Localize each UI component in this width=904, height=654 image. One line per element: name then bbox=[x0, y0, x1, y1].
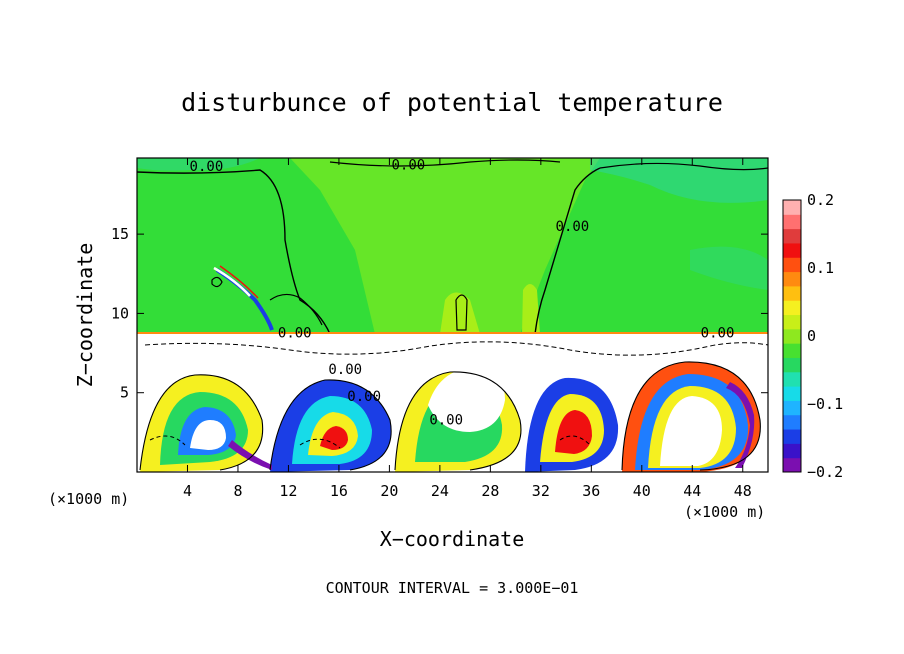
x-tick-label: 12 bbox=[279, 482, 297, 500]
bright-streak bbox=[522, 284, 540, 334]
colorbar-swatch bbox=[783, 414, 801, 430]
x-tick-label: 48 bbox=[734, 482, 752, 500]
colorbar-swatch bbox=[783, 328, 801, 344]
y-axis: 5 10 15 bbox=[111, 225, 768, 402]
contour-small-loop bbox=[455, 294, 468, 331]
filament-white bbox=[213, 266, 251, 297]
x-tick-label: 28 bbox=[481, 482, 499, 500]
x-tick-label: 16 bbox=[330, 482, 348, 500]
x-tick-label: 20 bbox=[380, 482, 398, 500]
colorbar-swatch bbox=[783, 429, 801, 444]
colorbar-swatch bbox=[783, 371, 801, 387]
colorbar-tick-label: −0.1 bbox=[807, 395, 843, 413]
eddy-center-left bbox=[270, 379, 392, 472]
contour-interval-note: CONTOUR INTERVAL = 3.000E−01 bbox=[326, 579, 579, 597]
colorbar-tick-label: 0.2 bbox=[807, 191, 834, 209]
contour-top-center bbox=[329, 159, 561, 167]
colorbar-swatch bbox=[783, 271, 801, 287]
purple-streak-right bbox=[726, 382, 755, 468]
contour-dashed-2 bbox=[149, 435, 591, 449]
purple-streak-left bbox=[228, 440, 272, 470]
x-tick-label: 36 bbox=[582, 482, 600, 500]
dark-band-1 bbox=[137, 347, 768, 370]
y-tick-label: 15 bbox=[111, 225, 129, 243]
contour-label: 0.00 bbox=[391, 157, 425, 173]
contour-lower-4 bbox=[621, 361, 761, 471]
x-tick-label: 40 bbox=[633, 482, 651, 500]
colorbar-swatch bbox=[783, 242, 801, 258]
colorbar-frame bbox=[782, 199, 802, 473]
colorbar-swatch bbox=[783, 257, 801, 273]
x-tick-label: 44 bbox=[683, 482, 701, 500]
filament-red bbox=[219, 265, 259, 299]
contour-label: 0.00 bbox=[190, 159, 224, 175]
chart-title: disturbunce of potential temperature bbox=[181, 88, 723, 117]
colorbar-swatch bbox=[783, 343, 801, 358]
colorbar-tick-label: −0.2 bbox=[807, 463, 843, 481]
cool-patch-top-left bbox=[137, 158, 260, 171]
colorbar-swatch bbox=[783, 300, 801, 316]
eddy-center bbox=[395, 368, 521, 472]
lower-field bbox=[137, 334, 768, 472]
contour-lower-2 bbox=[269, 379, 392, 471]
colorbar-tick-label: 0 bbox=[807, 327, 816, 345]
upper-field bbox=[137, 158, 768, 334]
x-tick-label: 8 bbox=[233, 482, 242, 500]
contour-label: 0.00 bbox=[429, 413, 463, 429]
colorbar-swatch bbox=[783, 228, 801, 244]
x-tick-label: 32 bbox=[532, 482, 550, 500]
contour-dashed-1 bbox=[144, 341, 768, 356]
colorbar-swatch bbox=[783, 214, 801, 230]
contour-lower-1 bbox=[139, 374, 264, 471]
eddy-right bbox=[622, 361, 761, 472]
x-axis-label: X−coordinate bbox=[380, 527, 525, 551]
colorbar-swatch bbox=[783, 285, 801, 301]
colorbar-tick-label: 0.1 bbox=[807, 259, 834, 277]
x-axis: 4 8 12 16 20 24 28 32 36 40 44 48 bbox=[183, 158, 752, 500]
colorbar-swatch bbox=[783, 386, 801, 401]
colorbar-swatch bbox=[783, 314, 801, 330]
x-tick-label: 24 bbox=[431, 482, 449, 500]
colorbar-swatch bbox=[783, 443, 801, 459]
contour-label: 0.00 bbox=[701, 325, 735, 341]
colorbar-swatch bbox=[783, 200, 801, 215]
contour-label: 0.00 bbox=[556, 219, 590, 235]
y-tick-label: 10 bbox=[111, 304, 129, 322]
z-unit-label: (×1000 m) bbox=[684, 503, 765, 521]
colorbar-swatch bbox=[783, 457, 801, 473]
colorbar-swatch bbox=[783, 357, 801, 373]
contour-labels: 0.00 0.00 0.00 0.00 0.00 0.00 0.00 0.00 bbox=[190, 157, 735, 429]
plot-frame bbox=[136, 157, 769, 473]
eddy-center-right bbox=[525, 377, 619, 472]
central-warm-plume bbox=[290, 158, 600, 334]
contour-lower-3 bbox=[394, 371, 522, 471]
y-tick-label: 5 bbox=[120, 384, 129, 402]
contour-label: 0.00 bbox=[278, 325, 312, 341]
contour-upper-mid bbox=[269, 293, 323, 326]
colorbar: 0.2 0.1 0 −0.1 −0.2 bbox=[782, 191, 843, 481]
y-axis-label: Z−coordinate bbox=[73, 243, 97, 388]
contour-mini-loop bbox=[211, 276, 223, 288]
contour-label: 0.00 bbox=[328, 362, 362, 378]
cool-patch-right bbox=[690, 246, 768, 290]
x-tick-label: 4 bbox=[183, 482, 192, 500]
contour-top-right bbox=[599, 162, 768, 171]
contour-upper-right bbox=[534, 167, 601, 334]
x-unit-label: (×1000 m) bbox=[48, 490, 129, 508]
bright-plume-core bbox=[440, 292, 480, 334]
contour-label: 0.00 bbox=[347, 389, 381, 405]
colorbar-swatch bbox=[783, 400, 801, 416]
